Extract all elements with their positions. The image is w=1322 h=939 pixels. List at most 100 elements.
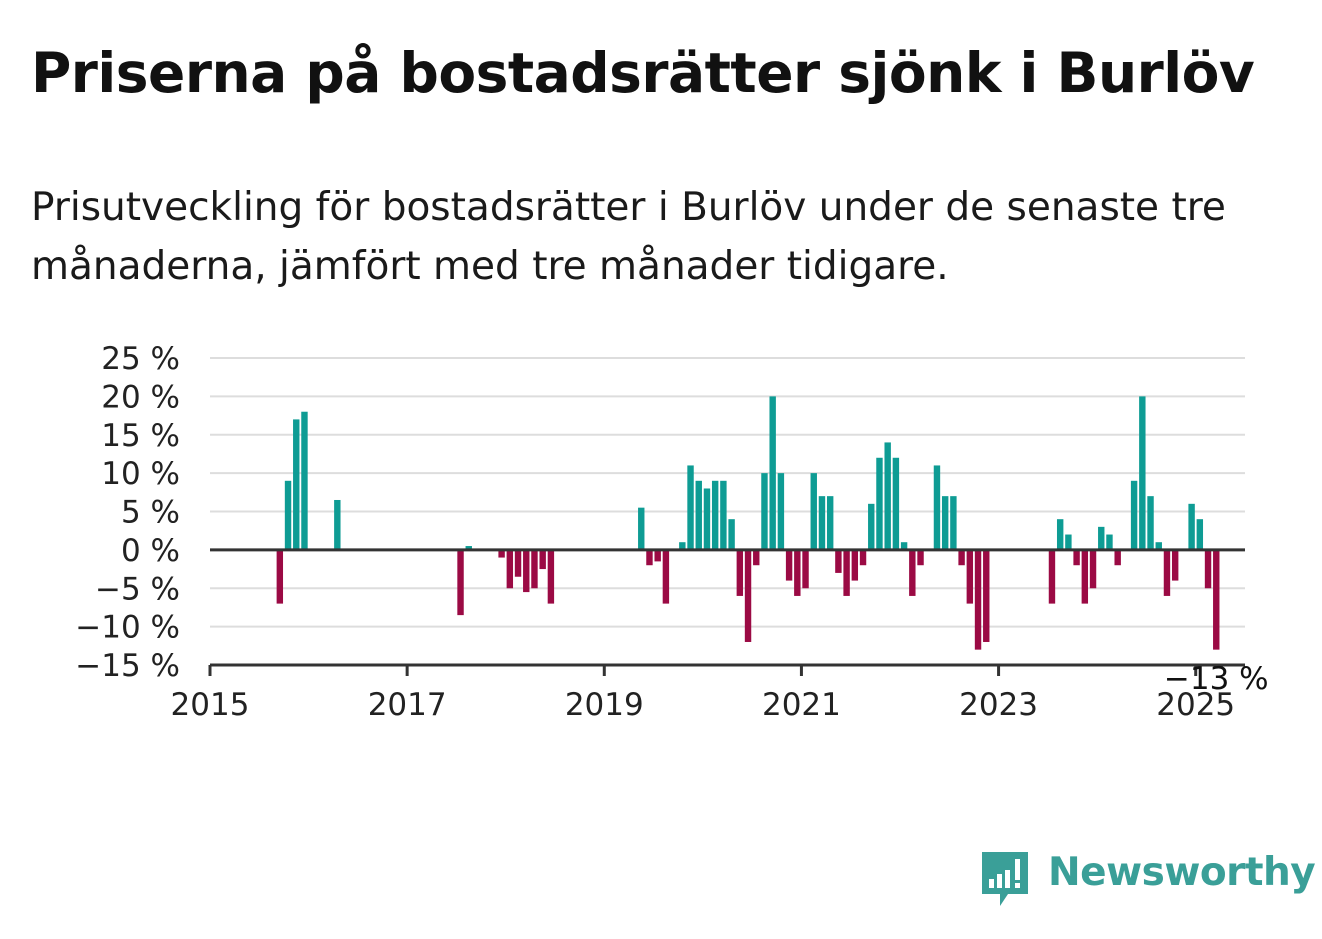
bar (1213, 549, 1220, 650)
last-value-label: −13 % (1164, 661, 1269, 697)
bar (498, 549, 505, 558)
bar (1188, 503, 1195, 550)
bar (892, 457, 900, 550)
bar (695, 480, 702, 550)
x-tick-label: 2019 (565, 687, 644, 723)
bar (909, 549, 916, 596)
x-tick-label: 2017 (368, 687, 447, 723)
bar (334, 499, 341, 550)
y-tick-label: 5 % (121, 495, 180, 531)
bar (884, 442, 891, 550)
bar (826, 496, 834, 550)
bar (1155, 542, 1162, 550)
chart-title: Priserna på bostadsrätter sjönk i Burlöv (31, 41, 1255, 105)
bar (1204, 549, 1212, 589)
bar (728, 519, 735, 550)
bar (1073, 549, 1080, 566)
bar (736, 549, 744, 596)
bar (933, 465, 941, 550)
y-tick-label: 25 % (101, 341, 180, 377)
bar (638, 507, 645, 550)
bar (1081, 549, 1089, 604)
bar (900, 542, 908, 550)
x-tick-label: 2025 (1156, 687, 1235, 723)
bar (276, 549, 284, 604)
bar (531, 549, 538, 589)
bar (941, 496, 949, 550)
x-tick-label: 2015 (171, 687, 250, 723)
bar (777, 473, 785, 550)
bar (465, 546, 472, 550)
newsworthy-logo-text: Newsworthy (1048, 850, 1316, 895)
bar (1130, 480, 1138, 550)
bar (950, 496, 957, 550)
bar (810, 473, 817, 550)
bar (851, 549, 859, 581)
y-tick-label: −5 % (95, 571, 180, 607)
bar (974, 549, 982, 650)
y-tick-label: 0 % (121, 533, 180, 569)
bar (868, 503, 875, 550)
bar (785, 549, 793, 581)
bar (539, 549, 546, 570)
axes (210, 548, 1245, 667)
bar (679, 542, 686, 550)
bar (917, 549, 924, 566)
bar (457, 549, 464, 616)
bar (1089, 549, 1097, 589)
bar (720, 480, 727, 550)
y-tick-label: 15 % (101, 418, 180, 454)
bar (761, 473, 768, 550)
bar (654, 549, 661, 562)
bar (1065, 534, 1072, 550)
bar (843, 549, 850, 596)
x-axis-ticks: 2015 2017 2019 2021 2023 2025 (171, 665, 1235, 723)
bar (301, 411, 308, 550)
bar (1196, 519, 1204, 550)
chart-subtitle: Prisutveckling för bostadsrätter i Burlö… (31, 185, 1226, 289)
y-tick-label: −15 % (75, 648, 180, 684)
bar (1056, 519, 1064, 550)
y-tick-label: 20 % (101, 379, 180, 415)
bar (769, 396, 776, 550)
bar (1139, 396, 1146, 550)
bar (794, 549, 801, 596)
x-tick-label: 2021 (762, 687, 841, 723)
y-tick-label: −10 % (75, 610, 180, 646)
y-tick-label: 10 % (101, 456, 180, 492)
bar (687, 465, 694, 550)
bar (876, 457, 883, 550)
bar (859, 549, 867, 566)
bar (1048, 549, 1056, 604)
bar (547, 549, 555, 604)
bar (1147, 496, 1154, 550)
bar (1114, 549, 1121, 566)
bar (958, 549, 965, 566)
bar (1098, 526, 1105, 550)
bar (1106, 534, 1113, 550)
bar (711, 480, 719, 550)
bar (744, 549, 752, 642)
bar (983, 549, 990, 642)
bar (514, 549, 522, 577)
bar (753, 549, 760, 566)
bar (818, 496, 826, 550)
bar (835, 549, 842, 573)
newsworthy-logo: Newsworthy (980, 850, 1316, 912)
y-axis-ticks: 25 %20 %15 %10 %5 %0 %−5 %−10 %−15 % (75, 341, 180, 684)
bar (802, 549, 809, 589)
gridlines (210, 357, 1245, 628)
bar (523, 549, 530, 593)
bar (966, 549, 974, 604)
x-tick-label: 2023 (959, 687, 1038, 723)
bars (276, 396, 1220, 650)
bar (293, 419, 300, 550)
bar (1163, 549, 1171, 596)
bar (703, 488, 711, 550)
newsworthy-logo-icon (982, 852, 1028, 906)
bar (506, 549, 514, 589)
bar (662, 549, 670, 604)
bar (646, 549, 653, 566)
bar (284, 480, 292, 550)
bar (1171, 549, 1179, 581)
